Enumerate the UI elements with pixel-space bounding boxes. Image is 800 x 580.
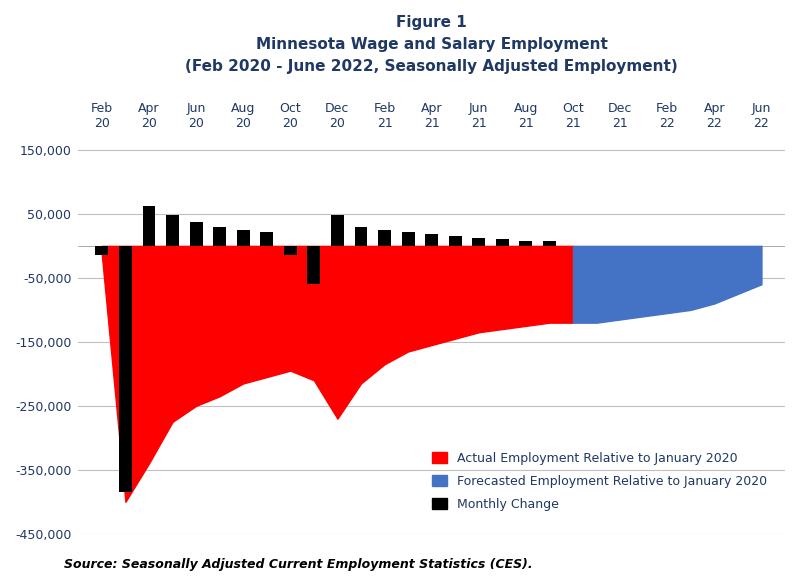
Bar <box>166 215 179 246</box>
Legend: Actual Employment Relative to January 2020, Forecasted Employment Relative to Ja: Actual Employment Relative to January 20… <box>426 447 772 516</box>
Bar <box>449 236 462 246</box>
Bar <box>95 246 108 255</box>
Bar <box>472 238 486 246</box>
Bar <box>284 246 297 255</box>
Bar <box>213 227 226 246</box>
Bar <box>331 215 344 246</box>
Text: Source: Seasonally Adjusted Current Employment Statistics (CES).: Source: Seasonally Adjusted Current Empl… <box>64 559 533 571</box>
Bar <box>519 241 532 246</box>
Bar <box>378 230 391 246</box>
Bar <box>237 230 250 246</box>
Bar <box>543 241 556 246</box>
Bar <box>142 205 155 246</box>
Bar <box>307 246 320 284</box>
Bar <box>260 232 274 246</box>
Bar <box>119 246 132 492</box>
Bar <box>402 232 414 246</box>
Bar <box>354 227 367 246</box>
Title: Figure 1
Minnesota Wage and Salary Employment
(Feb 2020 - June 2022, Seasonally : Figure 1 Minnesota Wage and Salary Emplo… <box>186 15 678 74</box>
Bar <box>425 234 438 246</box>
Bar <box>496 240 509 246</box>
Bar <box>190 222 202 246</box>
